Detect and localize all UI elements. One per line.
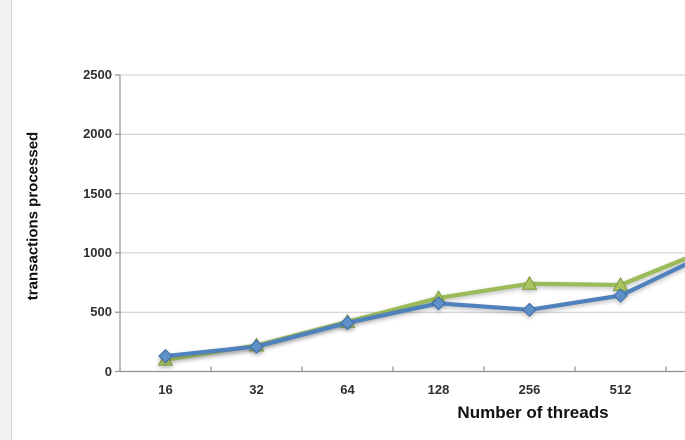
x-tick-label: 256 (518, 382, 541, 397)
y-tick-label: 2000 (83, 126, 112, 142)
x-tick-label: 64 (340, 382, 355, 397)
blue-diamond-series-marker (431, 296, 446, 311)
y-tick-label: 1000 (83, 244, 112, 260)
x-tick-label: 32 (249, 382, 264, 397)
blue-diamond-series-marker (340, 315, 355, 331)
x-axis-title: Number of threads (457, 403, 609, 422)
left-gutter (0, 0, 12, 440)
y-tick-label: 500 (90, 304, 112, 320)
x-tick-label: 128 (427, 382, 450, 397)
blue-diamond-series-marker (249, 339, 264, 354)
y-axis-title: transactions processed (24, 131, 42, 301)
x-tick-label: 16 (158, 382, 173, 397)
blue-diamond-series-marker (522, 302, 537, 318)
green-triangle-series-line (163, 256, 685, 362)
y-tick-label: 1500 (83, 185, 112, 201)
y-tick-label: 0 (104, 363, 112, 379)
blue-diamond-series-marker (158, 348, 173, 364)
x-tick-label: 512 (609, 382, 632, 397)
blue-diamond-series-line (163, 262, 685, 359)
y-tick-label: 2500 (83, 67, 112, 82)
blue-diamond-series (158, 262, 685, 364)
green-triangle-series-marker (521, 275, 538, 290)
blue-diamond-series-marker (613, 288, 628, 303)
